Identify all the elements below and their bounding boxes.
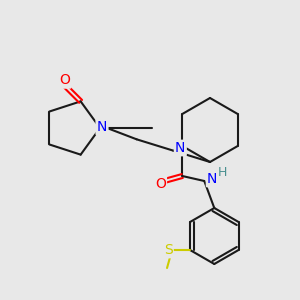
Text: N: N	[97, 120, 107, 134]
Text: O: O	[155, 177, 166, 191]
Text: O: O	[59, 74, 70, 87]
Text: N: N	[207, 172, 217, 186]
Text: N: N	[175, 141, 185, 155]
Text: H: H	[218, 167, 227, 179]
Text: S: S	[164, 243, 172, 257]
